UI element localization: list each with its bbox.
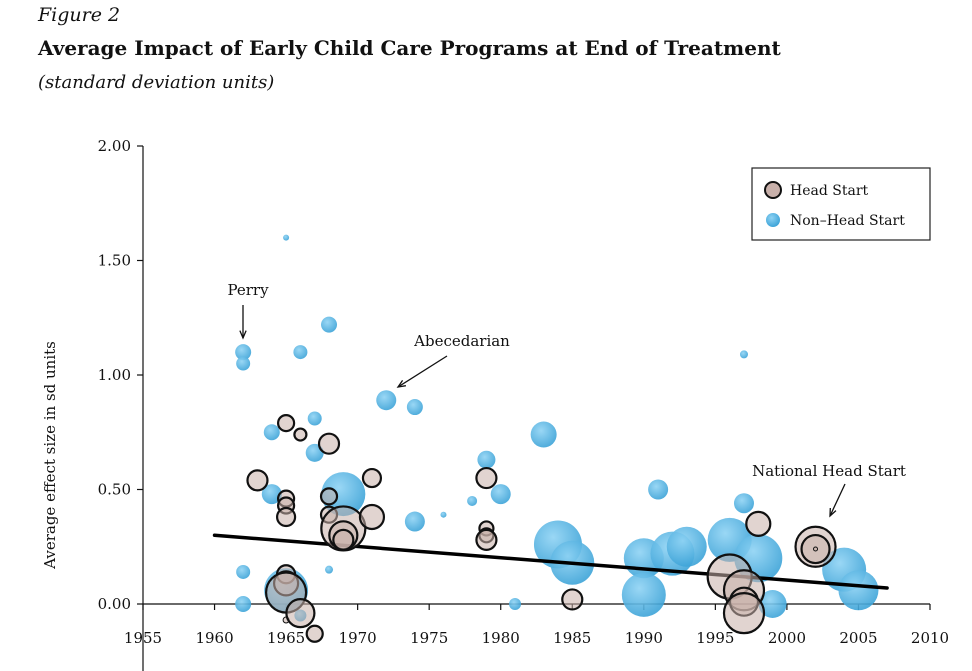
head-start-point [722,592,766,635]
y-tick-label: 0.00 [98,595,131,613]
legend-marker-head-start [764,181,782,199]
x-tick-label: 1965 [267,629,305,647]
head-start-point [475,528,498,551]
y-tick-label: 0.50 [98,481,131,499]
non-head-start-point [236,356,251,371]
y-tick-label: 2.00 [98,137,131,155]
non-head-start-point [758,590,787,618]
non-head-start-point [235,344,252,361]
annotation-arrow [397,355,448,388]
x-tick-label: 2000 [768,629,806,647]
head-start-point [358,503,386,531]
legend: Head Start Non–Head Start [751,167,931,241]
non-head-start-point [236,564,251,579]
x-tick-label: 1960 [195,629,233,647]
non-head-start-point [440,511,447,518]
non-head-start-point [404,511,425,532]
non-head-start-point [283,234,290,241]
x-tick-label: 1985 [553,629,591,647]
non-head-start-point [263,424,280,441]
x-tick-label: 1955 [124,629,162,647]
head-start-point [319,487,339,506]
head-start-point [275,506,297,528]
x-tick-label: 2005 [839,629,877,647]
head-start-point [293,427,308,442]
non-head-start-point [490,484,511,505]
non-head-start-point [467,495,478,506]
head-start-point [276,413,296,433]
non-head-start-points [235,234,879,622]
head-start-point [361,467,383,489]
y-axis-label: Average effect size in sd units [41,341,59,570]
x-tick-label: 1980 [482,629,520,647]
x-tick-label: 1995 [696,629,734,647]
legend-entry-head-start: Head Start [790,183,869,199]
chart-subtitle: (standard deviation units) [38,72,275,93]
head-start-point [285,598,316,629]
annotation-arrowhead [239,330,247,340]
non-head-start-point [321,472,366,517]
head-start-point [813,546,819,552]
head-start-point [246,469,269,492]
non-head-start-point [838,570,879,611]
legend-box [751,167,931,241]
non-head-start-point [648,479,669,500]
x-tick-label: 1975 [410,629,448,647]
non-head-start-point [376,390,397,411]
annotation-arrowhead [396,380,406,388]
head-start-points [246,413,837,643]
head-start-point [317,432,341,455]
chart-title: Average Impact of Early Child Care Progr… [38,36,781,60]
x-tick-label: 1990 [625,629,663,647]
legend-marker-non-head-start [766,213,780,227]
non-head-start-point [733,493,754,514]
y-tick-label: 1.50 [98,252,131,270]
non-head-start-point [293,345,308,360]
axes: 0.00 0.50 1.00 1.50 2.00 1955 1960 1965 1970 1975… [98,137,949,671]
non-head-start-point [666,526,707,567]
non-head-start-point [739,350,748,359]
annotations: Perry Abecedarian National Head Start [227,281,906,518]
annotation-label: Perry [227,281,269,299]
non-head-start-point [307,411,322,426]
non-head-start-point [530,421,557,448]
legend-entry-non-head-start: Non–Head Start [790,213,905,229]
non-head-start-point [406,399,423,416]
annotation-label: Abecedarian [413,332,510,350]
non-head-start-point [325,565,334,574]
annotation-arrow [829,483,846,517]
non-head-start-point [261,484,282,505]
head-start-point [745,510,772,537]
non-head-start-point [509,598,522,610]
head-start-point [475,466,498,490]
non-head-start-point [477,450,496,469]
non-head-start-point [235,596,252,612]
x-tick-label: 2010 [911,629,949,647]
head-start-point [332,528,355,551]
annotation-arrowhead [829,507,837,518]
annotation-label: National Head Start [752,462,906,480]
non-head-start-point [621,572,666,617]
y-tick-label: 1.00 [98,366,131,384]
x-tick-label: 1970 [339,629,377,647]
head-start-point [561,588,584,611]
figure-label: Figure 2 [38,4,121,26]
non-head-start-point [321,316,338,333]
head-start-point [305,624,324,643]
